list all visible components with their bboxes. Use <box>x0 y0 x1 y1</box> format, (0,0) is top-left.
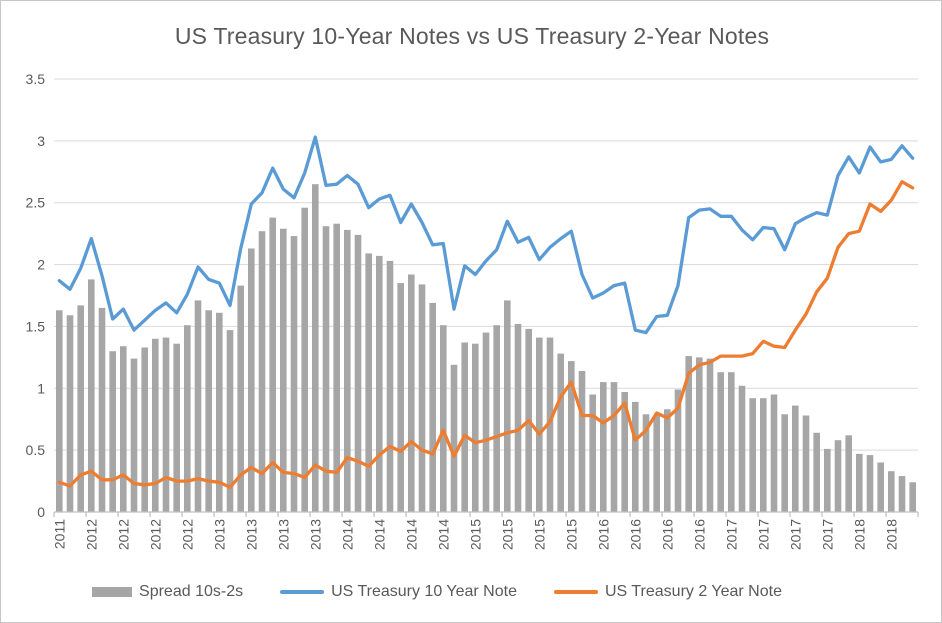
legend-item-spread[interactable]: Spread 10s-2s <box>92 583 243 601</box>
svg-text:2.5: 2.5 <box>26 195 46 211</box>
legend-label-10-year: US Treasury 10 Year Note <box>331 583 517 600</box>
svg-text:2: 2 <box>37 257 45 273</box>
svg-text:2012: 2012 <box>179 519 195 550</box>
legend: Spread 10s-2s US Treasury 10 Year Note U… <box>1 583 941 601</box>
svg-text:0.5: 0.5 <box>26 442 46 458</box>
svg-text:2014: 2014 <box>371 519 387 550</box>
svg-text:2016: 2016 <box>627 519 643 550</box>
plot-area: 3.5 3 2.5 2 1.5 1 0.5 0 2011 2012 2012 2012 2012 2013… <box>26 71 919 550</box>
svg-text:3: 3 <box>37 133 45 149</box>
svg-text:2012: 2012 <box>147 519 163 550</box>
svg-text:2012: 2012 <box>115 519 131 550</box>
svg-text:2014: 2014 <box>403 519 419 550</box>
svg-text:2014: 2014 <box>435 519 451 550</box>
svg-text:2012: 2012 <box>83 519 99 550</box>
ten-year-line <box>57 135 915 335</box>
svg-text:1.5: 1.5 <box>26 318 46 334</box>
legend-label-spread: Spread 10s-2s <box>139 583 244 600</box>
svg-text:2013: 2013 <box>211 519 227 550</box>
svg-text:3.5: 3.5 <box>26 71 46 87</box>
svg-text:2017: 2017 <box>723 519 739 550</box>
legend-item-2-year[interactable]: US Treasury 2 Year Note <box>553 583 782 601</box>
svg-text:2015: 2015 <box>499 519 515 550</box>
svg-text:0: 0 <box>37 504 45 520</box>
svg-text:2011: 2011 <box>51 519 67 549</box>
svg-text:2017: 2017 <box>787 519 803 550</box>
svg-text:2014: 2014 <box>339 519 355 550</box>
svg-text:2016: 2016 <box>595 519 611 550</box>
legend-swatch-2-year-line <box>553 590 598 594</box>
x-axis-labels: 2011 2012 2012 2012 2012 2013 2013 2013 2013 2014… <box>51 519 899 550</box>
svg-text:2015: 2015 <box>563 519 579 550</box>
x-axis-ticks <box>53 512 919 517</box>
svg-text:2018: 2018 <box>851 519 867 550</box>
legend-item-10-year[interactable]: US Treasury 10 Year Note <box>280 583 517 601</box>
svg-text:2013: 2013 <box>243 519 259 550</box>
svg-text:2013: 2013 <box>307 519 323 550</box>
svg-text:2016: 2016 <box>659 519 675 550</box>
svg-text:2016: 2016 <box>691 519 707 550</box>
y-axis-labels: 3.5 3 2.5 2 1.5 1 0.5 0 <box>26 71 46 520</box>
svg-text:2017: 2017 <box>819 519 835 550</box>
legend-swatch-10-year-line <box>280 590 325 594</box>
svg-text:2015: 2015 <box>467 519 483 550</box>
svg-text:2017: 2017 <box>755 519 771 550</box>
chart-title: US Treasury 10-Year Notes vs US Treasury… <box>174 23 770 49</box>
svg-text:2015: 2015 <box>531 519 547 550</box>
svg-text:2018: 2018 <box>883 519 899 550</box>
legend-label-2-year: US Treasury 2 Year Note <box>604 583 782 600</box>
two-year-line <box>57 180 915 489</box>
legend-swatch-spread-bar <box>92 587 133 597</box>
svg-text:1: 1 <box>37 380 45 396</box>
svg-text:2013: 2013 <box>275 519 291 550</box>
spread-bars <box>56 184 916 512</box>
